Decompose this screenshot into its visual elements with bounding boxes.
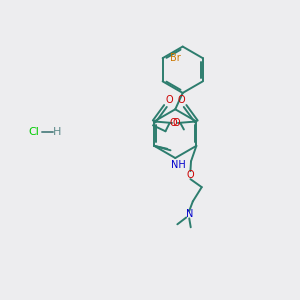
Text: Cl: Cl <box>28 127 40 137</box>
Text: O: O <box>173 118 181 128</box>
Text: O: O <box>166 95 173 105</box>
Text: N: N <box>186 209 193 219</box>
Text: O: O <box>169 118 177 128</box>
Text: O: O <box>177 95 185 105</box>
Text: Br: Br <box>170 53 181 63</box>
Text: H: H <box>53 127 61 137</box>
Text: O: O <box>187 170 194 180</box>
Text: NH: NH <box>172 160 186 170</box>
